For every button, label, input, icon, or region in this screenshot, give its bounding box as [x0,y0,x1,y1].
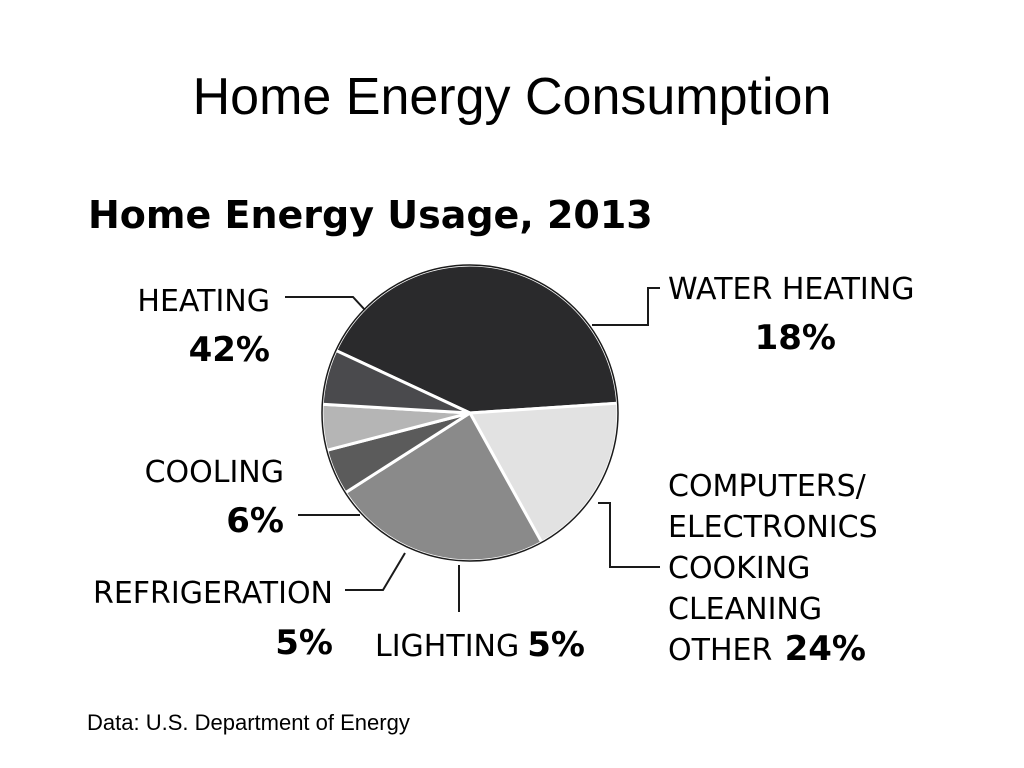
data-source: Data: U.S. Department of Energy [87,710,410,735]
slice-value-water-heating: 18% [755,318,836,358]
pie-outline [321,264,619,562]
slice-value-lighting: 5% [527,625,585,665]
slice-value-computers-electronics: 24% [785,629,866,669]
slice-label-electronics-line: ELECTRONICS [668,510,878,545]
leader-line-refrigeration [345,552,406,591]
leader-line-computers [598,502,660,568]
slice-label-water-heating: WATER HEATING [668,272,914,307]
chart-title: Home Energy Usage, 2013 [88,193,653,237]
slice-label-heating: HEATING [137,284,270,319]
slice-label-computers-line: COMPUTERS/ [668,469,867,504]
leader-lines [285,287,660,612]
leader-line-water-heating [592,287,660,326]
slice-label-lighting: LIGHTING [375,629,519,664]
slice-value-heating: 42% [189,330,270,370]
slice-value-cooling: 6% [226,501,284,541]
slice-label-other-line: OTHER [668,633,772,668]
slice-label-refrigeration: REFRIGERATION [93,576,333,611]
slice-value-refrigeration: 5% [275,623,333,663]
slice-label-cooling: COOLING [145,455,284,490]
slice-label-cleaning-line: CLEANING [668,592,822,627]
leader-line-heating [285,296,366,311]
slice-labels: HEATING 42% WATER HEATING 18% COMPUTERS/ELEC… [93,272,914,669]
slide-title: Home Energy Consumption [192,68,832,126]
slice-label-cooking-line: COOKING [668,551,810,586]
pie-slices [320,263,620,563]
